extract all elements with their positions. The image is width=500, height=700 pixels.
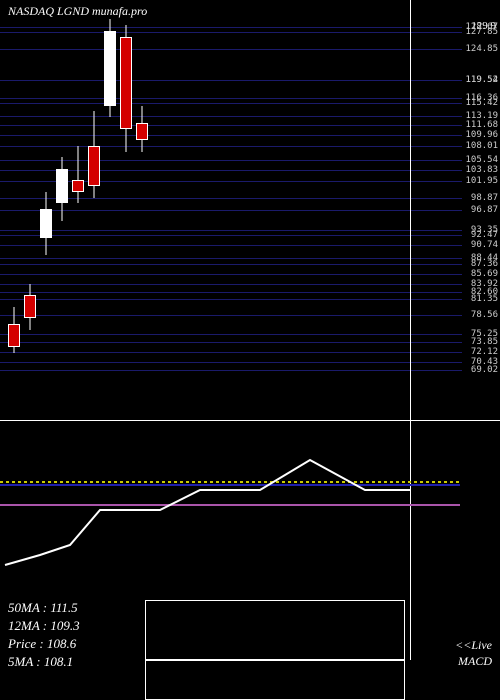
axis-price-label: 92.47	[471, 230, 498, 240]
macd-box-lower	[145, 660, 405, 700]
axis-price-label: 108.01	[465, 141, 498, 151]
gridline	[0, 103, 462, 104]
gridline	[0, 352, 462, 353]
gridline	[0, 49, 462, 50]
axis-price-label: 96.87	[471, 205, 498, 215]
axis-price-label: 98.87	[471, 193, 498, 203]
axis-price-label: 87.36	[471, 259, 498, 269]
axis-price-label: 69.02	[471, 365, 498, 375]
gridline	[0, 342, 462, 343]
gridline	[0, 98, 462, 99]
gridline	[0, 258, 462, 259]
gridline	[0, 198, 462, 199]
axis-price-label: 111.68	[465, 120, 498, 130]
gridline	[0, 274, 462, 275]
gridline	[0, 370, 462, 371]
current-time-marker	[410, 0, 411, 660]
gridline	[0, 146, 462, 147]
gridline	[0, 334, 462, 335]
gridline	[0, 284, 462, 285]
gridline	[0, 264, 462, 265]
ma5-label: 5MA : 108.1	[8, 654, 73, 670]
gridline	[0, 292, 462, 293]
gridline	[0, 125, 462, 126]
axis-price-label: 72.12	[471, 347, 498, 357]
macd-label: MACD	[458, 654, 492, 669]
axis-price-label: 105.54	[465, 155, 498, 165]
panel-divider	[0, 420, 500, 421]
gridline	[0, 315, 462, 316]
chart-title: NASDAQ LGND munafa.pro	[8, 4, 147, 19]
axis-price-label: 103.83	[465, 165, 498, 175]
axis-price-label: 101.95	[465, 176, 498, 186]
gridline	[0, 230, 462, 231]
axis-price-label: 85.69	[471, 269, 498, 279]
gridline	[0, 27, 462, 28]
axis-price-label: 78.56	[471, 310, 498, 320]
macd-box-upper	[145, 600, 405, 660]
live-indicator-label: <<Live	[455, 638, 492, 653]
axis-price-label: 115.42	[465, 98, 498, 108]
gridline	[0, 160, 462, 161]
gridline	[0, 32, 462, 33]
gridline	[0, 210, 462, 211]
gridline	[0, 362, 462, 363]
stock-chart: NASDAQ LGND munafa.pro 129.9 128.67127.8…	[0, 0, 500, 700]
price-label: Price : 108.6	[8, 636, 76, 652]
axis-price-label: 109.96	[465, 130, 498, 140]
axis-price-label: 73.85	[471, 337, 498, 347]
gridline	[0, 235, 462, 236]
axis-price-label: 124.85	[465, 44, 498, 54]
axis-price-label: 119.54	[465, 75, 498, 85]
axis-price-label: 81.35	[471, 294, 498, 304]
gridline	[0, 181, 462, 182]
ma50-label: 50MA : 111.5	[8, 600, 78, 616]
gridline	[0, 170, 462, 171]
axis-price-label: 90.74	[471, 240, 498, 250]
gridline	[0, 135, 462, 136]
gridline	[0, 299, 462, 300]
price-chart-area: 128.67127.85124.85119.52119.54116.36115.…	[0, 20, 500, 370]
gridline	[0, 116, 462, 117]
ma12-label: 12MA : 109.3	[8, 618, 80, 634]
axis-price-label: 127.85	[465, 27, 498, 37]
gridline	[0, 245, 462, 246]
gridline	[0, 80, 462, 81]
